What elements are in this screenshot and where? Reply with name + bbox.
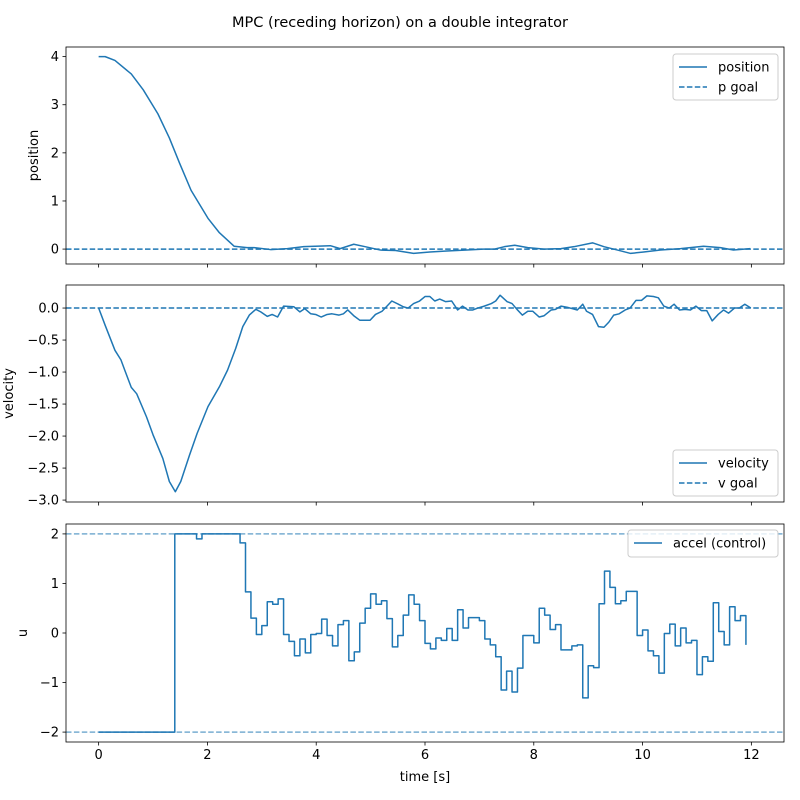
x-axis-label: time [s]: [400, 770, 450, 785]
y-tick-label: 2: [51, 146, 59, 161]
x-tick-label: 2: [203, 748, 211, 763]
x-tick-label: 6: [421, 748, 429, 763]
y-tick-label: −2.5: [27, 462, 59, 477]
panel-2: 0.0−0.5−1.0−1.5−2.0−2.5−3.0velocityveloc…: [2, 284, 785, 509]
y-tick-label: −2.0: [27, 430, 59, 445]
x-tick-label: 10: [634, 748, 651, 763]
series-line-accel-control-: [98, 533, 747, 733]
plot-area: [66, 55, 784, 255]
legend: position p goal: [672, 53, 779, 101]
figure-title: MPC (receding horizon) on a double integ…: [232, 15, 568, 31]
legend-label: v goal: [718, 477, 758, 492]
legend: velocity v goal: [672, 449, 779, 497]
y-tick-label: 0: [51, 627, 59, 642]
x-tick-label: 4: [312, 748, 320, 763]
y-tick-label: −2: [40, 726, 59, 741]
x-tick-label: 12: [743, 748, 760, 763]
y-axis-label: position: [27, 130, 42, 182]
legend: accel (control): [627, 529, 779, 558]
x-tick-label: 0: [94, 748, 102, 763]
legend-label: accel (control): [673, 537, 766, 552]
legend-label: position: [718, 61, 770, 76]
x-tick-label: 8: [530, 748, 538, 763]
y-tick-label: 4: [51, 50, 59, 65]
legend-box: [627, 529, 779, 558]
y-tick-label: −1.5: [27, 398, 59, 413]
legend-label: velocity: [718, 457, 769, 472]
y-tick-label: 1: [51, 577, 59, 592]
y-tick-label: 0.0: [38, 302, 59, 317]
y-tick-label: 2: [51, 527, 59, 542]
series-line-velocity: [97, 294, 752, 493]
legend-label: p goal: [718, 81, 758, 96]
y-axis-label: velocity: [2, 368, 17, 419]
y-tick-label: −0.5: [27, 334, 59, 349]
y-tick-label: 1: [51, 194, 59, 209]
plot-area: [66, 294, 784, 493]
series-line-position: [98, 55, 751, 255]
y-tick-label: −3.0: [27, 494, 59, 509]
plot-area: [66, 533, 784, 733]
y-tick-label: 0: [51, 243, 59, 258]
y-tick-label: 3: [51, 98, 59, 113]
legend-box: [672, 449, 779, 497]
y-tick-label: −1.0: [27, 366, 59, 381]
y-tick-label: −1: [40, 676, 59, 691]
legend-box: [672, 53, 779, 101]
y-axis-label: u: [16, 629, 31, 637]
panel-1: 0 1 2 3 4 position position p goal: [27, 46, 785, 268]
